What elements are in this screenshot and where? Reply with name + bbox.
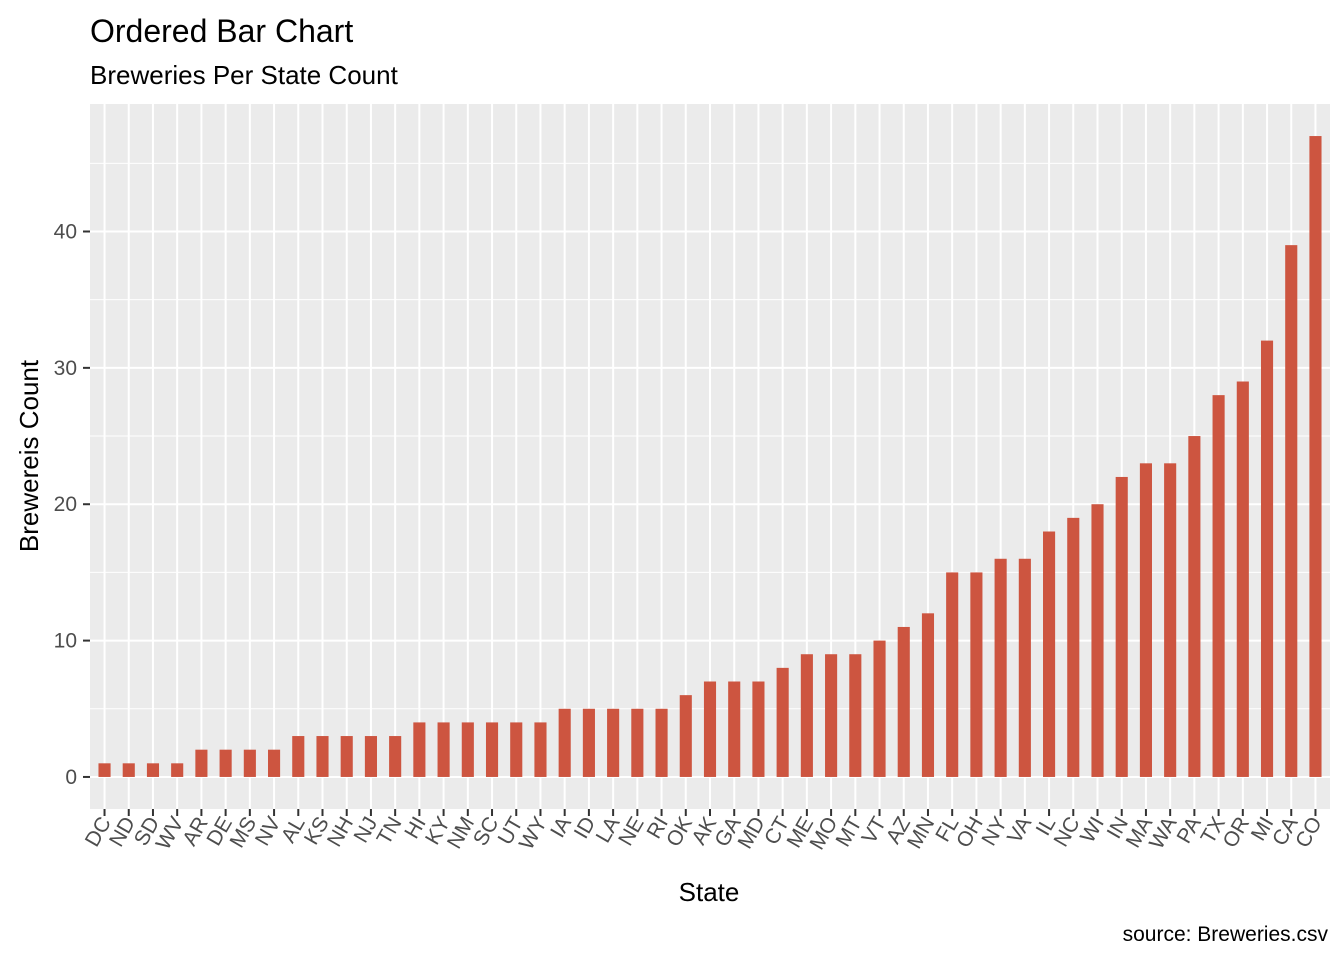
- bar-ms: [243, 749, 256, 777]
- bar-nv: [268, 749, 281, 777]
- bar-sd: [146, 763, 160, 777]
- x-tick-label: VA: [1003, 813, 1036, 847]
- bar-oh: [970, 572, 983, 777]
- bar-or: [1236, 381, 1249, 777]
- y-axis: 0 10 20 30 40: [54, 221, 90, 789]
- bar-co: [1309, 136, 1322, 777]
- bar-ct: [776, 667, 789, 777]
- bar-ny: [994, 558, 1007, 777]
- x-tick-label: CO: [1291, 813, 1327, 852]
- bar-nc: [1067, 517, 1080, 777]
- y-axis-title: Brewereis Count: [14, 359, 44, 552]
- bar-tx: [1212, 395, 1225, 777]
- bar-ga: [728, 681, 741, 777]
- bar-ri: [655, 708, 668, 777]
- bar-ma: [1139, 463, 1152, 777]
- bar-mt: [849, 654, 862, 777]
- bar-nd: [122, 763, 135, 777]
- bar-nh: [340, 736, 353, 777]
- bar-id: [582, 708, 595, 777]
- bar-ne: [631, 708, 644, 777]
- bar-de: [219, 749, 232, 777]
- bar-ky: [437, 722, 450, 777]
- bar-al: [292, 736, 305, 777]
- bar-wy: [534, 722, 547, 777]
- bar-in: [1115, 476, 1128, 777]
- bar-az: [897, 626, 910, 777]
- bar-mi: [1260, 340, 1274, 777]
- bar-sc: [485, 722, 499, 777]
- bar-mo: [825, 654, 838, 777]
- bar-la: [607, 708, 620, 777]
- x-tick-label: WY: [515, 813, 552, 854]
- bar-dc: [98, 763, 111, 777]
- chart-subtitle: Breweries Per State Count: [90, 60, 399, 90]
- bar-md: [752, 681, 765, 777]
- bars: [98, 136, 1322, 777]
- chart-caption: source: Breweries.csv: [1123, 923, 1329, 946]
- bar-hi: [413, 722, 426, 777]
- bar-pa: [1188, 436, 1201, 777]
- bar-ks: [316, 736, 329, 777]
- bar-nm: [461, 722, 474, 777]
- y-tick-label: 20: [54, 493, 77, 516]
- bar-ia: [558, 708, 571, 777]
- bar-il: [1043, 531, 1056, 777]
- chart-title: Ordered Bar Chart: [90, 13, 353, 49]
- bar-nj: [364, 736, 377, 777]
- bar-va: [1018, 558, 1031, 777]
- bar-wv: [171, 763, 184, 777]
- bar-vt: [873, 640, 886, 777]
- bar-tn: [389, 736, 402, 777]
- y-tick-label: 40: [54, 221, 77, 244]
- bar-wa: [1164, 463, 1177, 777]
- bar-ut: [510, 722, 523, 777]
- y-tick-label: 0: [65, 766, 77, 789]
- bar-wi: [1091, 504, 1104, 777]
- x-axis: DCNDSDWVARDEMSNVALKSNHNJTNHIKYNMSCUTWYIA…: [81, 809, 1327, 854]
- bar-ar: [195, 749, 208, 777]
- x-axis-title: State: [679, 877, 740, 907]
- bar-ak: [703, 681, 717, 777]
- bar-fl: [946, 572, 959, 777]
- bar-ca: [1285, 245, 1298, 777]
- bar-mn: [921, 613, 935, 777]
- bar-me: [800, 654, 813, 777]
- bar-ok: [679, 695, 692, 777]
- y-tick-label: 30: [54, 357, 77, 380]
- y-tick-label: 10: [54, 630, 77, 653]
